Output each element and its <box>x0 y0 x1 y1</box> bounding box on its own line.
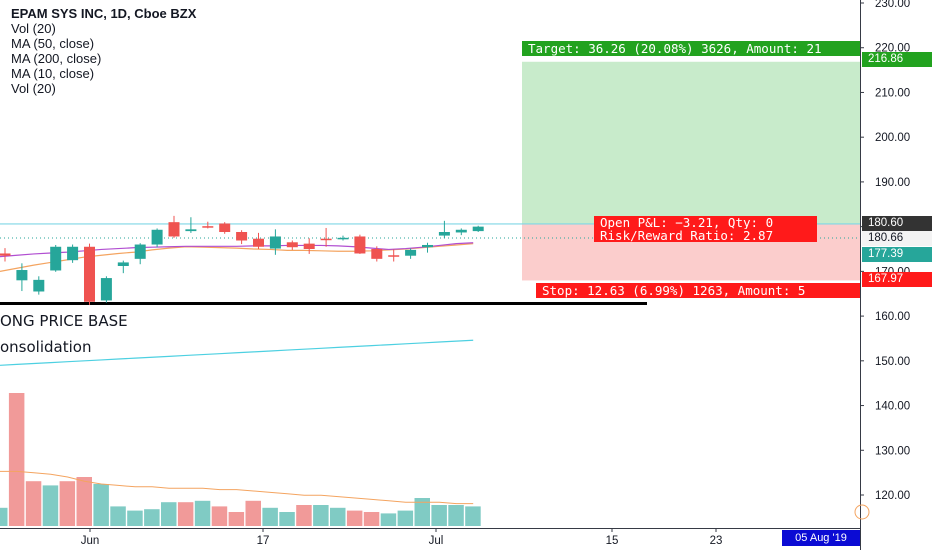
y-tick-label: 210.00 <box>875 87 910 99</box>
y-tick-label: 220.00 <box>875 43 910 55</box>
volume-bar <box>380 513 397 526</box>
x-tick-label: Jun <box>81 535 100 547</box>
legend-volume: Vol (20) <box>11 21 56 36</box>
legend-ma-10: MA (10, close) <box>11 66 95 81</box>
volume-bar <box>313 505 329 526</box>
candle-body <box>422 244 433 248</box>
candle-body <box>50 246 62 271</box>
volume-bar <box>110 506 126 526</box>
legend-ma-200: MA (200, close) <box>11 51 102 66</box>
x-tick-label: 15 <box>606 535 619 547</box>
x-tick-label: 23 <box>710 535 723 547</box>
candle-body <box>388 255 400 257</box>
candle-body <box>117 262 129 266</box>
candle-body <box>168 222 180 237</box>
stop-price-label: 167.97 <box>862 272 932 287</box>
candle-body <box>236 232 248 241</box>
target-zone <box>522 61 860 224</box>
y-tick-label: 130.00 <box>875 445 910 457</box>
candle-body <box>67 246 79 261</box>
y-tick-label: 140.00 <box>875 401 910 413</box>
volume-bar <box>296 505 312 526</box>
candle-body <box>438 232 450 236</box>
candle-body <box>253 238 264 247</box>
volume-bar <box>228 512 245 526</box>
candle-body <box>320 238 332 241</box>
volume-bar <box>8 393 25 526</box>
y-tick-label: 160.00 <box>875 311 910 323</box>
volume-bar <box>465 506 481 526</box>
candle-body <box>84 246 95 302</box>
volume-bar <box>59 481 76 526</box>
volume-ma-line <box>0 470 474 505</box>
candle-body <box>303 243 315 249</box>
chart-legend: EPAM SYS INC, 1D, Cboe BZX Vol (20) MA (… <box>11 6 196 96</box>
y-tick-label: 190.00 <box>875 177 910 189</box>
candle-body <box>286 242 298 248</box>
candle-body <box>185 229 197 232</box>
date-badge: 05 Aug '19 <box>782 530 860 546</box>
volume-bar <box>25 481 42 526</box>
volume-bar <box>414 498 430 526</box>
volume-bar <box>262 507 278 526</box>
open-pl-tag[interactable]: Open P&L: −3.21, Qty: 0 <box>594 216 817 229</box>
candle-body <box>371 249 383 259</box>
candle-body <box>354 236 366 254</box>
ma-long-line <box>0 339 474 366</box>
y-tick-label: 230.00 <box>875 0 910 10</box>
volume-bar <box>194 500 211 526</box>
volume-bar <box>211 506 228 526</box>
volume-bar <box>363 512 380 526</box>
candle-body <box>337 237 349 240</box>
legend-ma-50: MA (50, close) <box>11 36 95 51</box>
volume-bar <box>144 509 160 526</box>
volume-bar <box>397 510 414 526</box>
volume-bar <box>177 502 194 526</box>
candle-body <box>269 236 281 249</box>
x-tick-label: 17 <box>257 535 270 547</box>
candle-body <box>100 278 112 301</box>
candle-body <box>134 244 146 259</box>
resistance-price-label: 180.60 <box>862 216 932 231</box>
candle-body <box>219 223 231 233</box>
last-price-label: 180.66 <box>862 231 932 246</box>
volume-bar <box>279 512 295 526</box>
volume-bar <box>448 505 464 526</box>
ma-violet-line <box>0 242 474 258</box>
volume-bar <box>346 510 363 526</box>
candle-body <box>151 229 163 245</box>
alert-circle-icon <box>854 504 870 520</box>
y-tick-label: 200.00 <box>875 132 910 144</box>
x-axis-panel <box>0 528 860 550</box>
candle-body <box>0 253 11 256</box>
candle-body <box>405 249 417 256</box>
volume-bar <box>330 507 346 526</box>
volume-bar <box>76 477 92 526</box>
stop-tag[interactable]: Stop: 12.63 (6.99%) 1263, Amount: 5 <box>536 283 860 298</box>
base-annotation: ONG PRICE BASE <box>0 312 128 330</box>
y-tick-label: 150.00 <box>875 356 910 368</box>
volume-bar <box>245 500 261 526</box>
target-tag[interactable]: Target: 36.26 (20.08%) 3626, Amount: 21 <box>522 41 860 56</box>
y-tick-label: 120.00 <box>875 490 910 502</box>
consolidation-annotation: onsolidation <box>0 338 92 356</box>
volume-bar <box>0 507 8 526</box>
x-tick-label: Jul <box>429 535 444 547</box>
candle-body <box>16 270 28 281</box>
risk-reward-tag[interactable]: Risk/Reward Ratio: 2.87 <box>594 229 817 242</box>
volume-bar <box>42 485 59 526</box>
target-price-label: 216.86 <box>862 52 932 67</box>
candle-body <box>472 226 484 232</box>
candle-body <box>455 229 467 233</box>
legend-title: EPAM SYS INC, 1D, Cboe BZX <box>11 6 197 21</box>
candle-body <box>202 226 214 228</box>
volume-bar <box>127 510 143 526</box>
volume-bar <box>161 502 177 526</box>
legend-volume-2: Vol (20) <box>11 81 56 96</box>
ma-price-label: 177.39 <box>862 247 932 262</box>
candle-body <box>33 279 45 292</box>
volume-bar <box>93 484 109 526</box>
volume-bar <box>431 505 447 526</box>
